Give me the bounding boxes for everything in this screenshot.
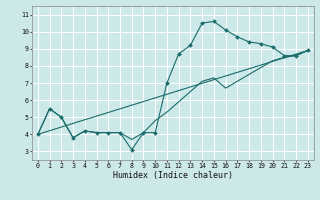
X-axis label: Humidex (Indice chaleur): Humidex (Indice chaleur) bbox=[113, 171, 233, 180]
